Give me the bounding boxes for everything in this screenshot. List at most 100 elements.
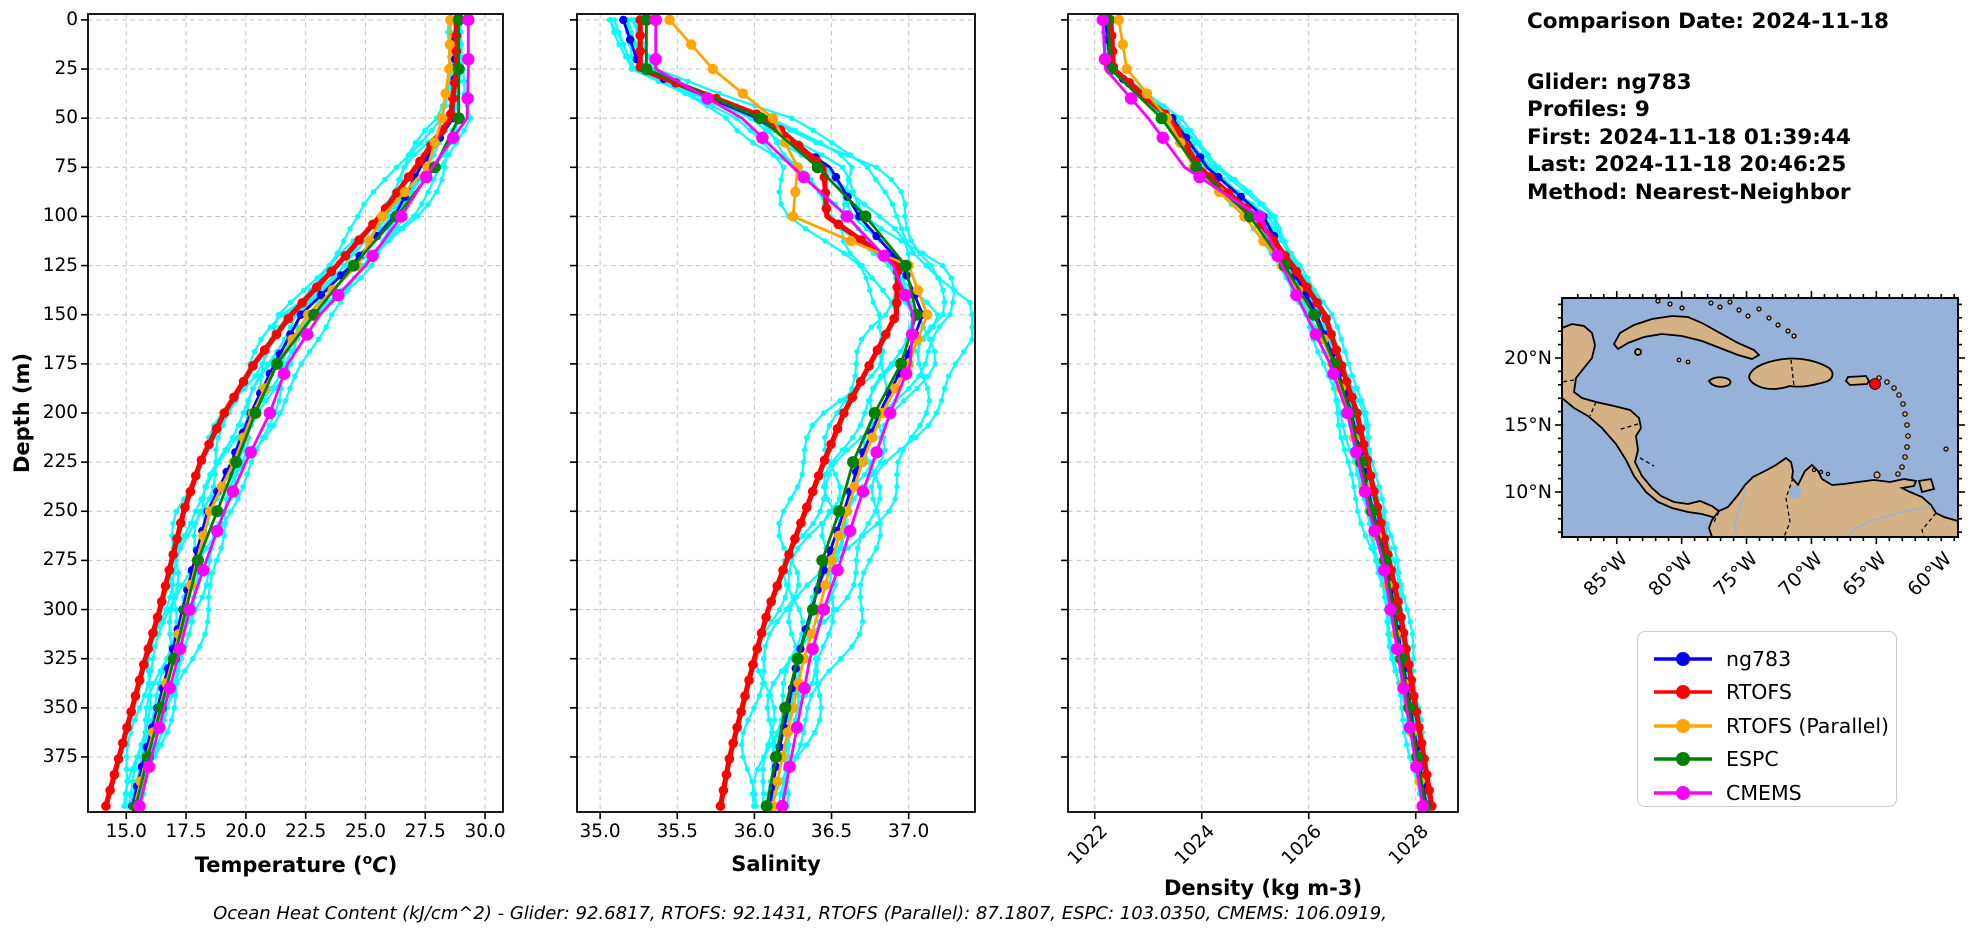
island <box>1905 433 1911 439</box>
series-marker <box>889 313 899 324</box>
series-marker <box>798 682 811 695</box>
island <box>1685 359 1691 365</box>
glider-raw-dot <box>315 336 322 342</box>
series-marker <box>113 754 124 764</box>
depth-tick-label: 300 <box>42 598 78 620</box>
glider-raw-dot <box>785 791 791 797</box>
glider-raw-dot <box>142 717 149 723</box>
depth-tick-label: 0 <box>66 8 78 30</box>
series-marker <box>447 131 460 144</box>
glider-raw-dot <box>818 705 824 711</box>
series-marker <box>462 15 475 27</box>
depth-tick-label: 375 <box>42 745 78 767</box>
glider-raw-dot <box>868 373 875 379</box>
series-marker <box>248 361 258 371</box>
glider-raw-dot <box>867 398 873 404</box>
density-plot <box>1061 13 1459 819</box>
series-marker <box>163 682 176 695</box>
glider-raw-dot <box>877 496 883 502</box>
glider-raw-dot <box>749 791 756 797</box>
series-marker <box>845 235 856 247</box>
series-marker <box>912 285 924 296</box>
glider-raw-dot <box>1354 508 1361 514</box>
glider-raw-dot <box>202 484 208 490</box>
glider-raw-dot <box>938 398 945 404</box>
legend-label: RTOFS (Parallel) <box>1726 713 1890 738</box>
series-marker <box>229 392 239 403</box>
series-marker <box>312 282 322 293</box>
glider-raw-dot <box>820 484 827 490</box>
glider-raw-dot <box>939 262 946 269</box>
glider-raw-dot <box>173 606 179 613</box>
x-tick-label: 37.0 <box>888 821 930 842</box>
glider-raw-dot <box>856 631 863 637</box>
glider-raw-dot <box>301 287 307 293</box>
glider-raw-dot <box>928 262 934 269</box>
series-marker <box>226 485 240 498</box>
series-marker <box>718 785 729 796</box>
glider-raw-dot <box>146 692 152 699</box>
glider-raw-dot <box>836 545 842 551</box>
glider-raw-dot <box>751 803 757 809</box>
glider-raw-dot <box>882 459 888 465</box>
series-marker <box>707 63 718 75</box>
comparison-method: Method: Nearest-Neighbor <box>1527 179 1851 205</box>
island <box>1884 379 1890 385</box>
series-marker <box>813 471 824 481</box>
glider-raw-dot <box>894 213 900 220</box>
glider-raw-dot <box>857 422 863 428</box>
series-espc-salinity <box>640 15 923 811</box>
series-marker <box>172 534 182 544</box>
series-marker <box>180 502 190 513</box>
island <box>1727 299 1733 305</box>
glider-raw-dot <box>760 766 766 772</box>
series-marker <box>1096 15 1109 27</box>
glider-raw-dot <box>251 348 258 355</box>
island <box>1791 333 1797 339</box>
glider-raw-dot <box>894 484 900 490</box>
series-marker <box>905 328 919 341</box>
glider-raw-dot <box>1379 496 1386 502</box>
series-marker <box>701 92 714 105</box>
series-marker <box>440 88 451 99</box>
x-tick-label: 30.0 <box>464 821 506 842</box>
series-marker <box>826 555 837 566</box>
glider-raw-dot <box>867 557 873 564</box>
glider-raw-dot <box>1365 422 1371 428</box>
glider-raw-dot <box>1354 385 1360 392</box>
depth-tick-label: 75 <box>54 156 78 178</box>
series-marker <box>1331 345 1342 355</box>
glider-raw-dot <box>925 422 932 428</box>
glider-raw-dot <box>1338 336 1345 342</box>
depth-tick-label: 250 <box>42 500 78 522</box>
glider-raw-dot <box>266 422 273 428</box>
glider-raw-dot <box>861 201 867 207</box>
glider-raw-dot <box>761 668 767 674</box>
series-marker <box>204 439 214 450</box>
series-marker <box>395 210 408 223</box>
glider-raw-dot <box>765 692 771 699</box>
legend-item-rtofs-parallel-: RTOFS (Parallel) <box>1652 709 1896 743</box>
series-marker <box>776 799 789 811</box>
glider-raw-dot <box>214 459 220 465</box>
glider-raw-dot <box>898 189 904 195</box>
glider-raw-dot <box>821 410 827 416</box>
series-marker <box>778 565 788 575</box>
glider-raw-dot <box>1370 545 1376 551</box>
glider-raw-dot <box>441 164 448 170</box>
glider-raw-dot <box>941 299 948 306</box>
glider-raw-dot <box>824 496 830 502</box>
series-marker <box>787 211 799 222</box>
series-marker <box>807 603 819 616</box>
glider-raw-dot <box>1409 631 1416 637</box>
glider-raw-dot <box>894 471 900 478</box>
legend: ng783 RTOFS RTOFS (Parallel) ESPC CMEMS <box>1637 631 1897 807</box>
glider-raw-dot <box>849 385 855 392</box>
glider-raw-dot <box>925 373 931 379</box>
island <box>1667 301 1673 307</box>
glider-raw-dot <box>611 17 617 23</box>
series-marker <box>884 406 897 420</box>
glider-raw-dot <box>929 336 935 342</box>
series-marker <box>855 376 866 387</box>
glider-raw-dot <box>306 348 313 355</box>
